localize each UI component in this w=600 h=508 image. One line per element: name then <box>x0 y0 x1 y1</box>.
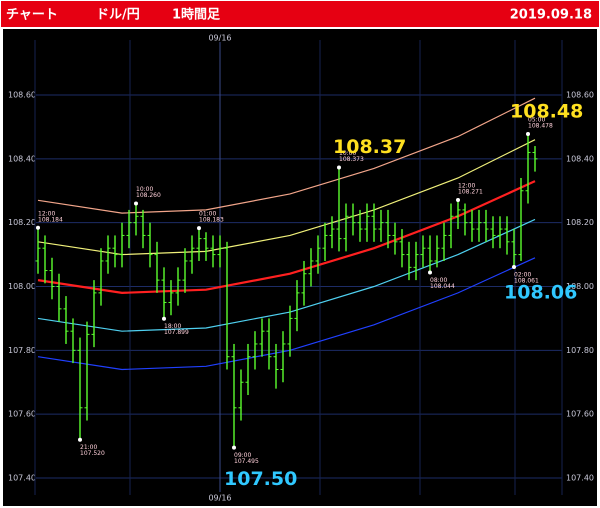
extreme-marker <box>512 265 516 270</box>
plot: 107.40 107.40 107.60 107.60 107.80 107.80 108.… <box>8 34 594 503</box>
extreme-marker <box>232 445 236 450</box>
annotation-time: 09:00 <box>234 452 251 459</box>
annotation-time: 01:00 <box>199 211 216 218</box>
date-label-top: 09/16 <box>208 34 231 43</box>
app-label: チャート <box>6 8 58 23</box>
band-line <box>37 97 536 214</box>
annotation-time: 02:00 <box>514 272 531 279</box>
big-price-label: 107.50 <box>224 468 297 490</box>
y-tick-label: 108.60 <box>8 91 36 100</box>
extreme-marker <box>78 437 82 442</box>
annotation-price: 108.478 <box>528 122 553 129</box>
y-tick-label: 108.00 <box>8 282 36 291</box>
extreme-marker <box>456 198 460 203</box>
y-tick-label: 107.40 <box>8 474 36 483</box>
date-label-bottom: 09/16 <box>208 494 231 503</box>
annotation-time: 12:00 <box>458 183 475 190</box>
annotation-time: 12:00 <box>38 210 55 217</box>
extreme-marker <box>162 316 166 321</box>
annotation-price: 108.184 <box>38 216 63 223</box>
extreme-marker <box>526 131 530 136</box>
annotation-time: 10:00 <box>339 150 356 157</box>
annotation-price: 107.899 <box>164 329 189 336</box>
date-label: 2019.09.18 <box>510 8 592 23</box>
annotation-time: 21:00 <box>80 444 97 451</box>
y-tick-label-right: 108.60 <box>566 91 594 100</box>
y-tick-label-right: 107.80 <box>566 346 594 355</box>
annotation-price: 107.495 <box>234 458 259 465</box>
y-tick-label: 108.20 <box>8 218 36 227</box>
y-tick-label: 107.60 <box>8 410 36 419</box>
annotation-price: 108.061 <box>514 278 539 285</box>
annotation-price: 108.260 <box>136 192 161 199</box>
extreme-marker <box>134 201 138 206</box>
y-tick-label-right: 108.00 <box>566 282 594 291</box>
annotation-price: 107.520 <box>80 450 105 457</box>
extreme-marker <box>428 270 432 275</box>
annotation-time: 08:00 <box>430 277 447 284</box>
header-bar <box>1 1 599 27</box>
timeframe-label: 1時間足 <box>172 7 221 23</box>
y-tick-label: 107.80 <box>8 346 36 355</box>
y-tick-label-right: 107.60 <box>566 410 594 419</box>
extreme-marker <box>36 225 40 230</box>
annotation-price: 108.183 <box>199 217 224 224</box>
y-tick-label-right: 107.40 <box>566 474 594 483</box>
y-tick-label-right: 108.40 <box>566 154 594 163</box>
annotation-time: 18:00 <box>164 323 181 330</box>
annotation-time: 05:00 <box>528 116 545 123</box>
annotation-price: 108.044 <box>430 283 455 290</box>
big-price-label: 108.06 <box>504 282 577 304</box>
annotation-price: 108.271 <box>458 189 483 196</box>
extreme-marker <box>337 165 341 170</box>
annotation-time: 10:00 <box>136 186 153 193</box>
plot-background <box>3 29 597 506</box>
big-price-label: 108.48 <box>510 100 583 122</box>
pair-label: ドル/円 <box>96 8 140 23</box>
annotation-price: 108.373 <box>339 156 364 163</box>
y-tick-label: 108.40 <box>8 154 36 163</box>
extreme-marker <box>197 226 201 231</box>
big-price-label: 108.37 <box>333 136 406 158</box>
y-tick-label-right: 108.20 <box>566 218 594 227</box>
